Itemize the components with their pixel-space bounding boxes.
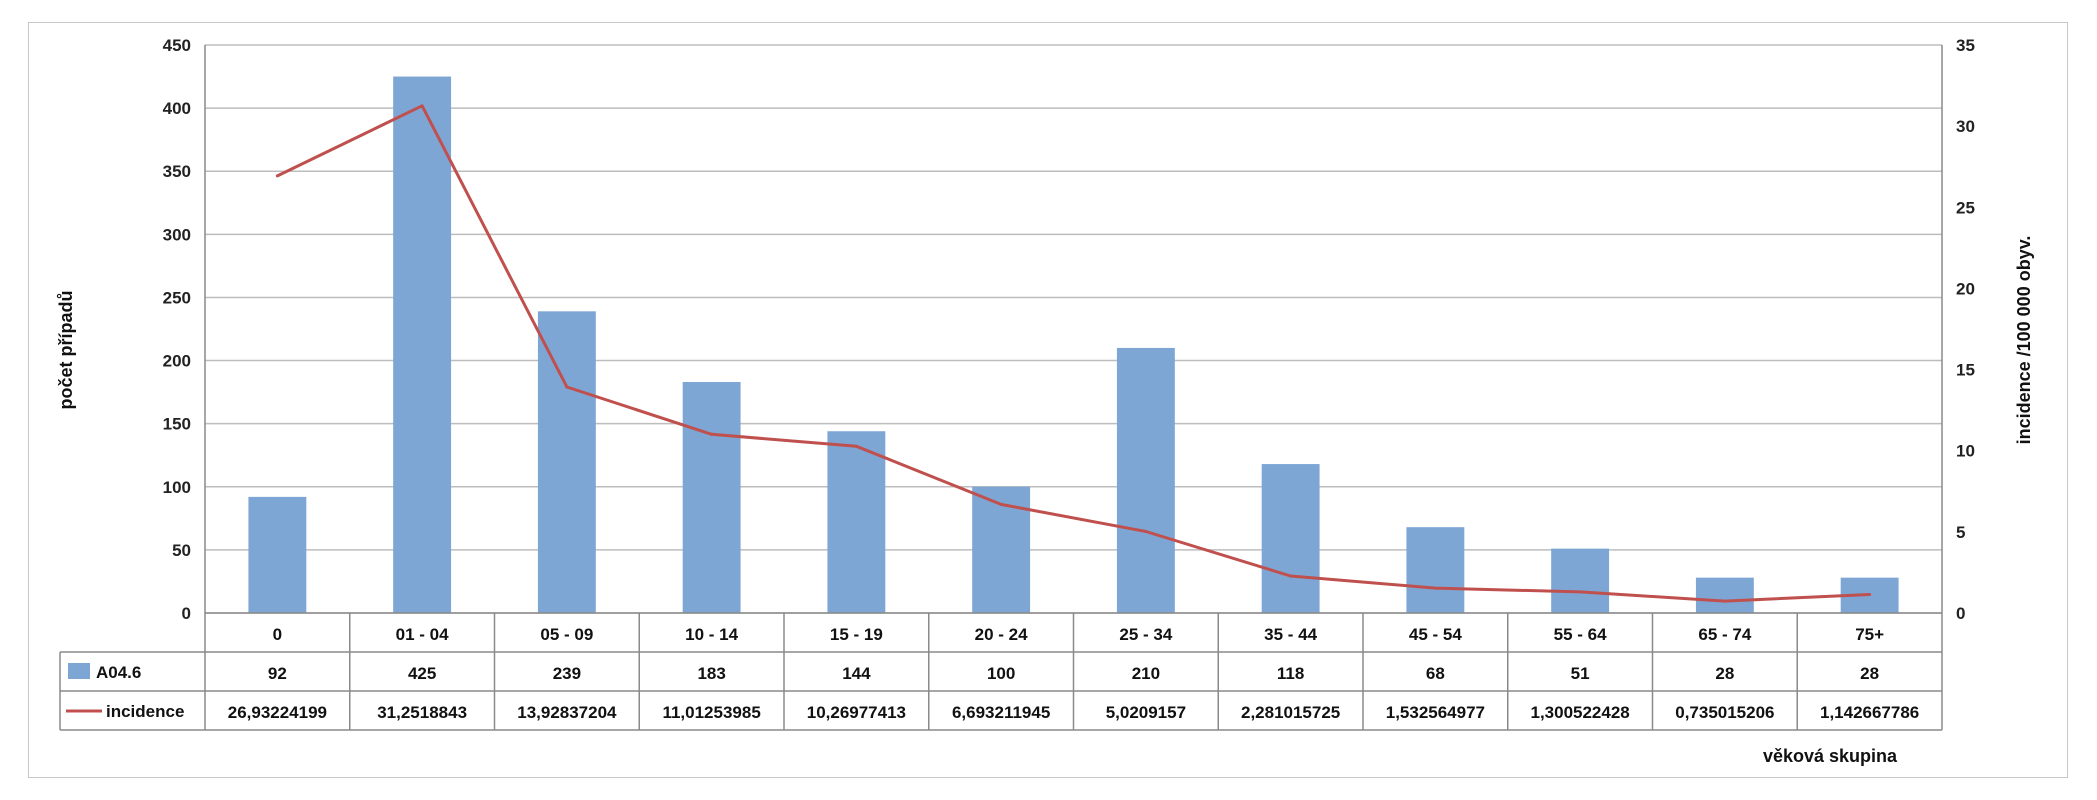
- category-label: 25 - 34: [1119, 625, 1172, 644]
- incidence-point: [1433, 586, 1437, 590]
- data-label: 210: [1132, 664, 1160, 683]
- incidence-point: [1723, 599, 1727, 603]
- y-tick-label: 150: [163, 415, 191, 434]
- data-label: 239: [553, 664, 581, 683]
- incidence-point: [275, 174, 279, 178]
- incidence-point: [999, 502, 1003, 506]
- y-tick-label: 450: [163, 36, 191, 55]
- data-label: 6,693211945: [952, 703, 1050, 722]
- data-label: 28: [1715, 664, 1734, 683]
- y-tick-label: 50: [172, 541, 191, 560]
- category-label: 65 - 74: [1698, 625, 1751, 644]
- category-label: 35 - 44: [1264, 625, 1317, 644]
- data-label: 26,93224199: [228, 703, 327, 722]
- y2-axis-title: incidence /100 000 obyv.: [2014, 236, 2034, 445]
- y2-tick-label: 30: [1956, 117, 1975, 136]
- incidence-point: [420, 104, 424, 108]
- category-label: 75+: [1855, 625, 1884, 644]
- legend-key-bar: [68, 663, 90, 679]
- incidence-point: [1289, 574, 1293, 578]
- incidence-point: [854, 444, 858, 448]
- y-tick-label: 400: [163, 99, 191, 118]
- axes: 0 50 100 150 200 250 300 350 400 450 0 5 10 15 20 25 30 3…: [163, 36, 1975, 623]
- data-label: 100: [987, 664, 1015, 683]
- data-label: 183: [697, 664, 725, 683]
- data-label: 5,0209157: [1106, 703, 1186, 722]
- category-label: 55 - 64: [1554, 625, 1607, 644]
- data-table: 0 01 - 04 05 - 09 10 - 14 15 - 19 20 - 24 25 -…: [59, 612, 1943, 731]
- y-tick-label: 250: [163, 288, 191, 307]
- y-axis-title: počet případů: [56, 290, 76, 409]
- line-series: [275, 104, 1872, 603]
- data-label: 92: [268, 664, 287, 683]
- y2-tick-label: 15: [1956, 361, 1975, 380]
- category-label: 45 - 54: [1409, 625, 1462, 644]
- y-tick-label: 350: [163, 162, 191, 181]
- data-label: 13,92837204: [517, 703, 617, 722]
- bar-series: [248, 76, 1899, 614]
- category-label: 05 - 09: [540, 625, 593, 644]
- category-label: 01 - 04: [396, 625, 449, 644]
- bar-05-09: [537, 311, 596, 613]
- data-label: 31,2518843: [377, 703, 467, 722]
- y-tick-label: 100: [163, 478, 191, 497]
- bar-10-14: [682, 382, 741, 613]
- incidence-point: [1578, 590, 1582, 594]
- incidence-point: [565, 385, 569, 389]
- y-tick-label: 300: [163, 225, 191, 244]
- y2-tick-label: 10: [1956, 442, 1975, 461]
- y-tick-label: 0: [182, 604, 191, 623]
- incidence-point: [1144, 530, 1148, 534]
- data-label: 144: [842, 664, 871, 683]
- bar-65-74: [1695, 577, 1754, 613]
- data-label: 118: [1277, 664, 1304, 683]
- bar-0: [248, 496, 307, 613]
- y2-tick-label: 0: [1956, 604, 1965, 623]
- bar-25-34: [1116, 347, 1175, 613]
- y2-tick-label: 25: [1956, 198, 1975, 217]
- bar-01-04: [393, 76, 452, 614]
- data-label: 0,735015206: [1675, 703, 1774, 722]
- gridlines: [205, 44, 1942, 614]
- chart-frame: [28, 22, 2068, 778]
- bar-15-19: [827, 431, 886, 613]
- category-label: 15 - 19: [830, 625, 883, 644]
- y-tick-label: 200: [163, 352, 191, 371]
- data-label: 10,26977413: [807, 703, 906, 722]
- y2-tick-label: 35: [1956, 36, 1975, 55]
- data-label: 28: [1860, 664, 1879, 683]
- y2-tick-label: 5: [1956, 523, 1965, 542]
- incidence-line: [276, 104, 1870, 603]
- category-label: 0: [273, 625, 282, 644]
- data-label: 68: [1426, 664, 1445, 683]
- data-label: 11,01253985: [662, 703, 760, 722]
- bar-45-54: [1406, 527, 1465, 613]
- data-label: 1,142667786: [1820, 703, 1919, 722]
- incidence-point: [710, 432, 714, 436]
- bar-35-44: [1261, 464, 1320, 613]
- category-label: 20 - 24: [975, 625, 1028, 644]
- incidence-point: [1868, 592, 1872, 596]
- data-label: 51: [1571, 664, 1590, 683]
- data-label: 425: [408, 664, 436, 683]
- legend-label: A04.6: [96, 663, 141, 682]
- data-label: 1,532564977: [1386, 703, 1485, 722]
- x-axis-title: věková skupina: [1763, 746, 1898, 766]
- y2-tick-label: 20: [1956, 279, 1975, 298]
- category-label: 10 - 14: [685, 625, 738, 644]
- bar-55-64: [1551, 548, 1610, 613]
- data-label: 2,281015725: [1241, 703, 1340, 722]
- data-label: 1,300522428: [1530, 703, 1629, 722]
- legend-label: incidence: [106, 702, 184, 721]
